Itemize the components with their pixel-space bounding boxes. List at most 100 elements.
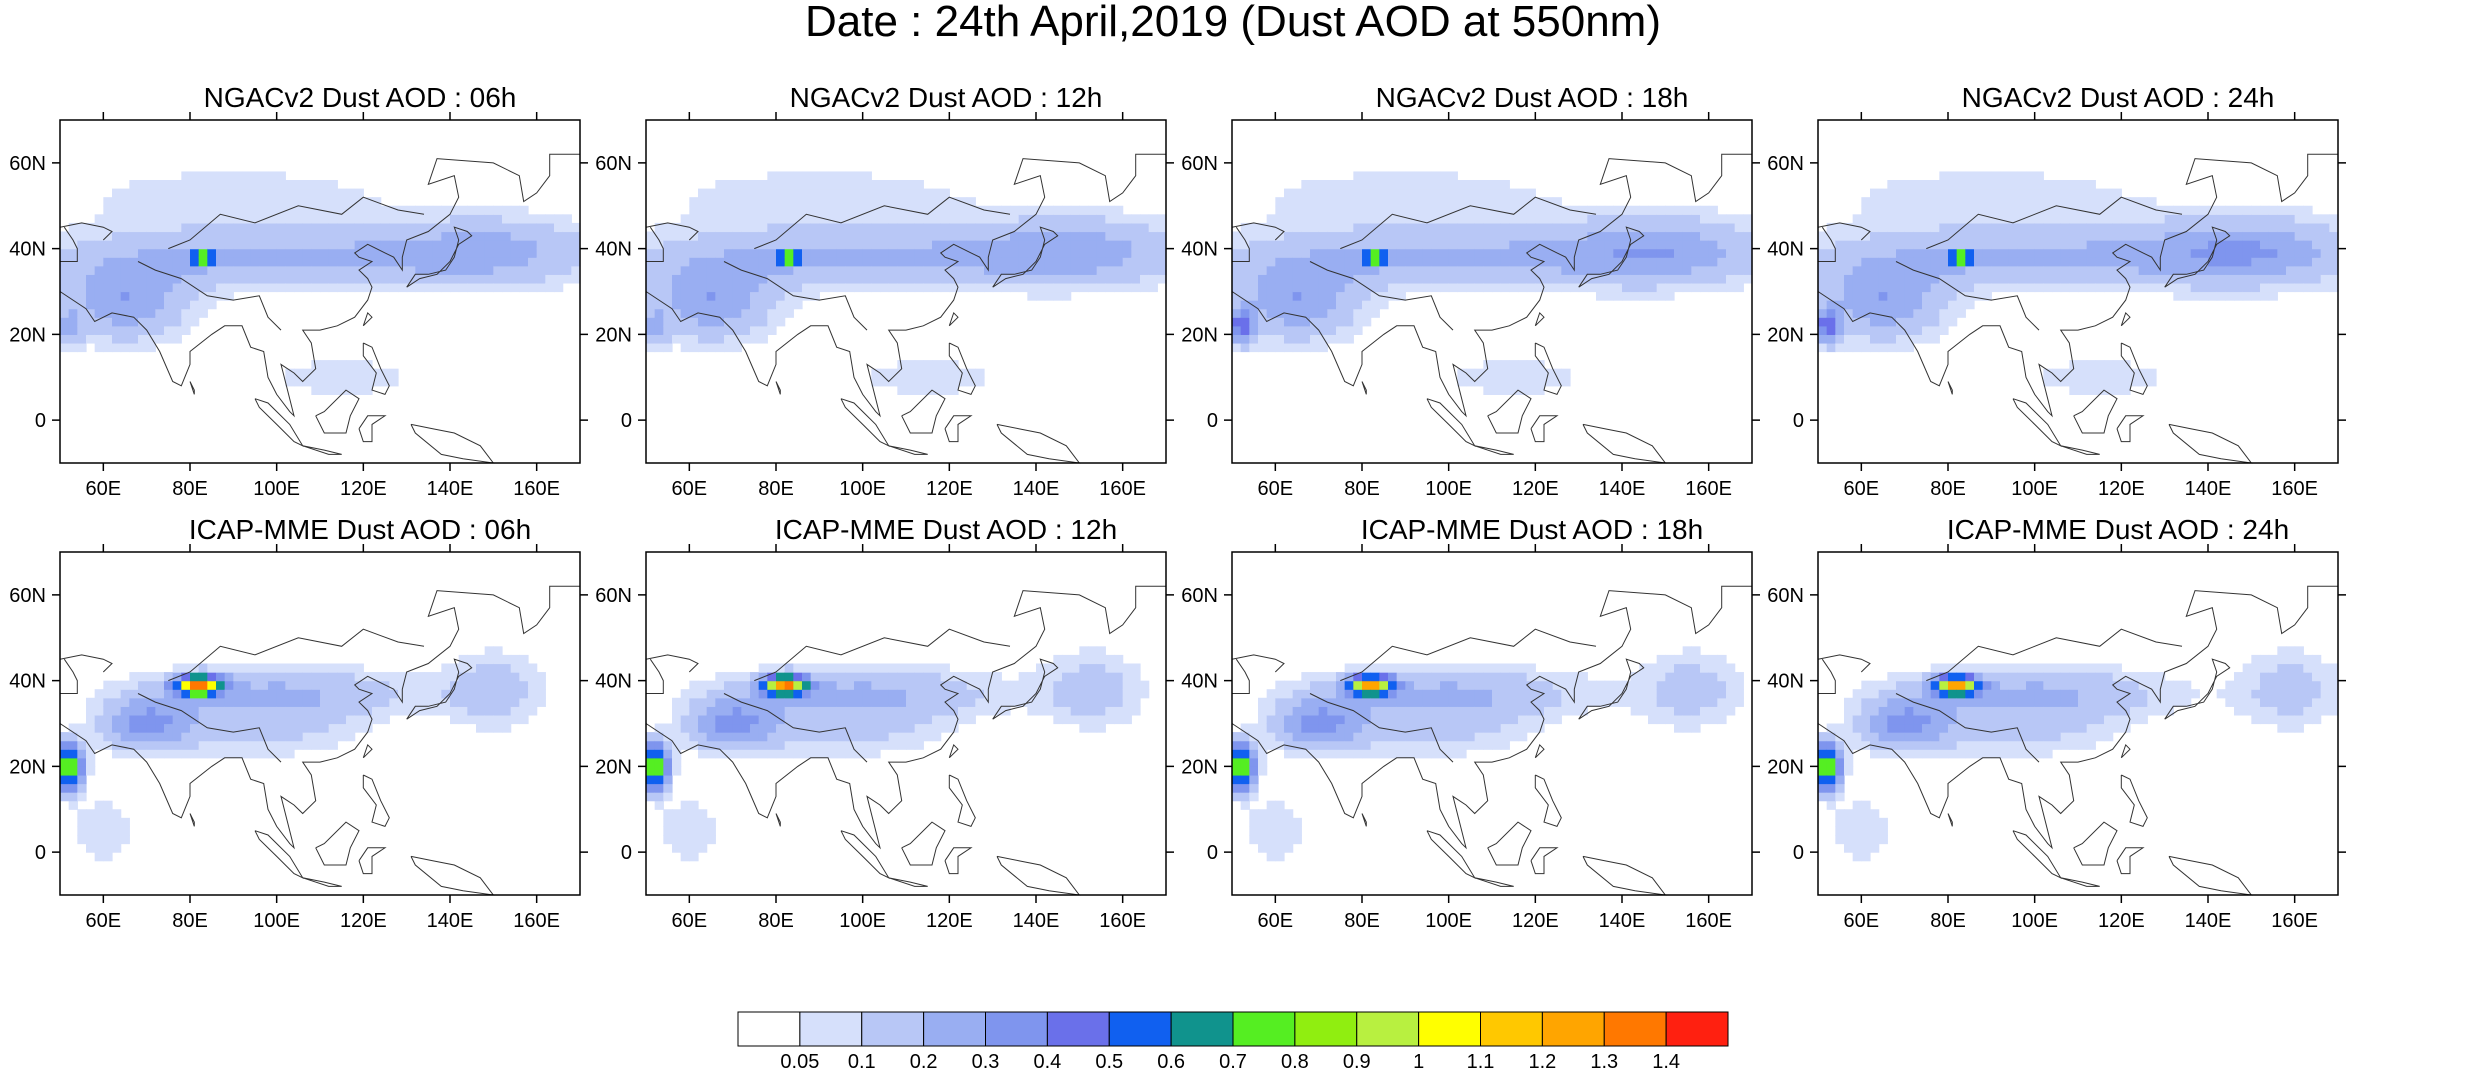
aod-cell: [2061, 240, 2070, 249]
aod-cell: [346, 283, 355, 292]
aod-cell: [1362, 171, 1371, 180]
aod-cell: [1905, 197, 1914, 206]
aod-cell: [715, 326, 724, 335]
aod-cell: [828, 274, 837, 283]
aod-cell: [785, 681, 794, 690]
aod-cell: [759, 681, 768, 690]
aod-cell: [1267, 715, 1276, 724]
aod-cell: [537, 698, 546, 707]
aod-cell: [1284, 317, 1293, 326]
aod-cell: [537, 249, 546, 258]
aod-cell: [285, 197, 294, 206]
aod-cell: [1561, 231, 1570, 240]
aod-cell: [715, 292, 724, 301]
aod-cell: [750, 231, 759, 240]
aod-cell: [1149, 249, 1158, 258]
aod-cell: [941, 724, 950, 733]
aod-cell: [2269, 206, 2278, 215]
aod-cell: [355, 206, 364, 215]
aod-cell: [1535, 249, 1544, 258]
aod-cell: [1440, 732, 1449, 741]
aod-cell: [1310, 741, 1319, 750]
aod-cell: [424, 681, 433, 690]
aod-cell: [103, 206, 112, 215]
aod-cell: [863, 266, 872, 275]
aod-cell: [112, 844, 121, 853]
aod-cell: [724, 741, 733, 750]
aod-cell: [303, 240, 312, 249]
aod-cell: [216, 249, 225, 258]
aod-cell: [77, 334, 86, 343]
aod-cell: [811, 706, 820, 715]
aod-cell: [646, 741, 655, 750]
aod-cell: [655, 343, 664, 352]
aod-cell: [2312, 240, 2321, 249]
x-tick-label: 100E: [253, 478, 300, 500]
aod-cell: [1983, 240, 1992, 249]
aod-cell: [793, 741, 802, 750]
aod-cell: [1431, 189, 1440, 198]
aod-cell: [207, 715, 216, 724]
aod-cell: [915, 266, 924, 275]
aod-cell: [528, 663, 537, 672]
aod-cell: [655, 283, 664, 292]
aod-cell: [207, 249, 216, 258]
aod-cell: [1053, 689, 1062, 698]
aod-cell: [1983, 257, 1992, 266]
aod-cell: [129, 724, 138, 733]
aod-cell: [750, 724, 759, 733]
aod-cell: [1371, 180, 1380, 189]
aod-cell: [1131, 249, 1140, 258]
aod-cell: [511, 231, 520, 240]
aod-cell: [1913, 223, 1922, 232]
aod-cell: [1241, 801, 1250, 810]
aod-cell: [1844, 231, 1853, 240]
aod-cell: [121, 698, 130, 707]
aod-cell: [242, 223, 251, 232]
aod-cell: [86, 231, 95, 240]
aod-cell: [1579, 257, 1588, 266]
aod-cell: [1345, 715, 1354, 724]
aod-cell: [2061, 377, 2070, 386]
aod-cell: [750, 689, 759, 698]
aod-cell: [1319, 223, 1328, 232]
aod-cell: [1131, 681, 1140, 690]
aod-cell: [811, 197, 820, 206]
aod-cell: [819, 663, 828, 672]
aod-cell: [984, 223, 993, 232]
aod-cell: [1509, 377, 1518, 386]
aod-cell: [2269, 249, 2278, 258]
aod-cell: [285, 231, 294, 240]
aod-cell: [1957, 223, 1966, 232]
aod-cell: [889, 741, 898, 750]
aod-cell: [1397, 741, 1406, 750]
aod-cell: [112, 266, 121, 275]
aod-cell: [320, 663, 329, 672]
aod-cell: [672, 818, 681, 827]
aod-cell: [1053, 214, 1062, 223]
aod-cell: [1861, 343, 1870, 352]
aod-cell: [646, 775, 655, 784]
aod-cell: [1293, 698, 1302, 707]
aod-cell: [277, 672, 286, 681]
aod-cell: [233, 240, 242, 249]
aod-cell: [129, 223, 138, 232]
aod-cell: [1310, 249, 1319, 258]
aod-cell: [320, 681, 329, 690]
aod-cell: [880, 249, 889, 258]
aod-cell: [2321, 274, 2330, 283]
aod-cell: [663, 223, 672, 232]
aod-cell: [1449, 180, 1458, 189]
aod-cell: [2035, 249, 2044, 258]
aod-cell: [880, 214, 889, 223]
aod-cell: [1887, 223, 1896, 232]
aod-cell: [1327, 283, 1336, 292]
aod-cell: [493, 715, 502, 724]
x-tick-label: 100E: [839, 478, 886, 500]
x-tick-label: 80E: [758, 478, 794, 500]
aod-cell: [2260, 257, 2269, 266]
aod-cell: [1310, 197, 1319, 206]
aod-cell: [233, 171, 242, 180]
aod-cell: [121, 326, 130, 335]
aod-cell: [1336, 334, 1345, 343]
